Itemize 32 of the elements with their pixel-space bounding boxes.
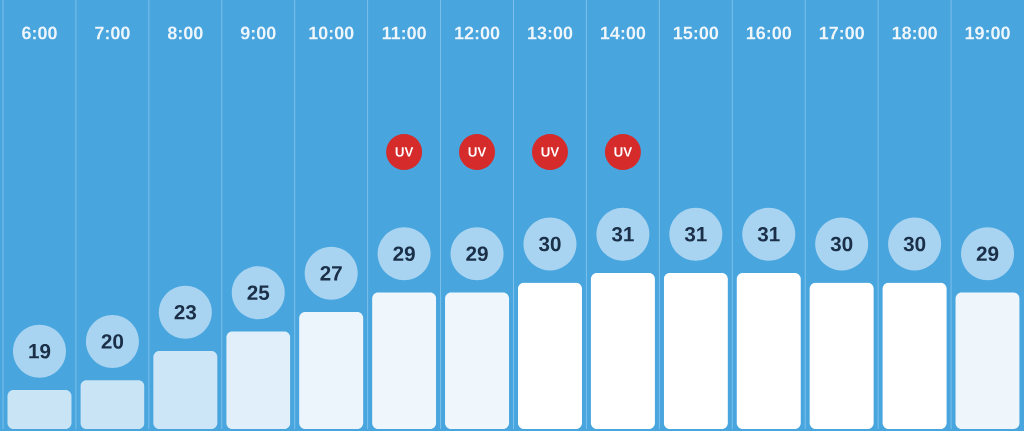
- x-tick-label: 10:00: [309, 26, 354, 40]
- x-tick-label: 11:00: [382, 26, 426, 40]
- x-tick-label: 18:00: [892, 26, 937, 40]
- x-tick-label: 6:00: [22, 26, 57, 40]
- annotation: UV: [468, 147, 487, 157]
- data-label: 29: [393, 246, 415, 262]
- data-label: 30: [903, 236, 926, 252]
- x-tick-label: 15:00: [673, 26, 719, 40]
- x-tick-label: 16:00: [746, 26, 792, 40]
- data-label: 30: [830, 236, 853, 252]
- data-label: 31: [757, 226, 780, 242]
- x-tick-label: 8:00: [167, 26, 203, 40]
- data-label: 19: [29, 343, 51, 359]
- data-label: 30: [538, 236, 561, 252]
- annotation: UV: [541, 147, 560, 157]
- data-label: 27: [320, 266, 342, 281]
- data-label: 29: [466, 246, 488, 262]
- data-label: 23: [174, 304, 197, 320]
- x-tick-label: 17:00: [819, 26, 864, 40]
- x-tick-label: 13:00: [528, 26, 573, 40]
- data-label: 29: [976, 246, 999, 262]
- data-label: 25: [247, 285, 270, 301]
- x-tick-label: 9:00: [240, 26, 276, 40]
- x-tick-label: 19:00: [965, 26, 1010, 40]
- data-label: 31: [611, 226, 634, 242]
- x-tick-label: 12:00: [455, 26, 500, 40]
- annotation: UV: [614, 147, 633, 157]
- x-tick-label: 7:00: [95, 26, 130, 40]
- x-tick-label: 14:00: [601, 26, 646, 40]
- data-label: 20: [101, 334, 124, 349]
- data-label: 31: [684, 226, 707, 242]
- annotation: UV: [395, 147, 414, 157]
